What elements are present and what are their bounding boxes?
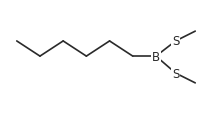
Text: S: S	[172, 67, 179, 80]
Text: B: B	[152, 50, 160, 63]
Text: S: S	[172, 35, 179, 48]
